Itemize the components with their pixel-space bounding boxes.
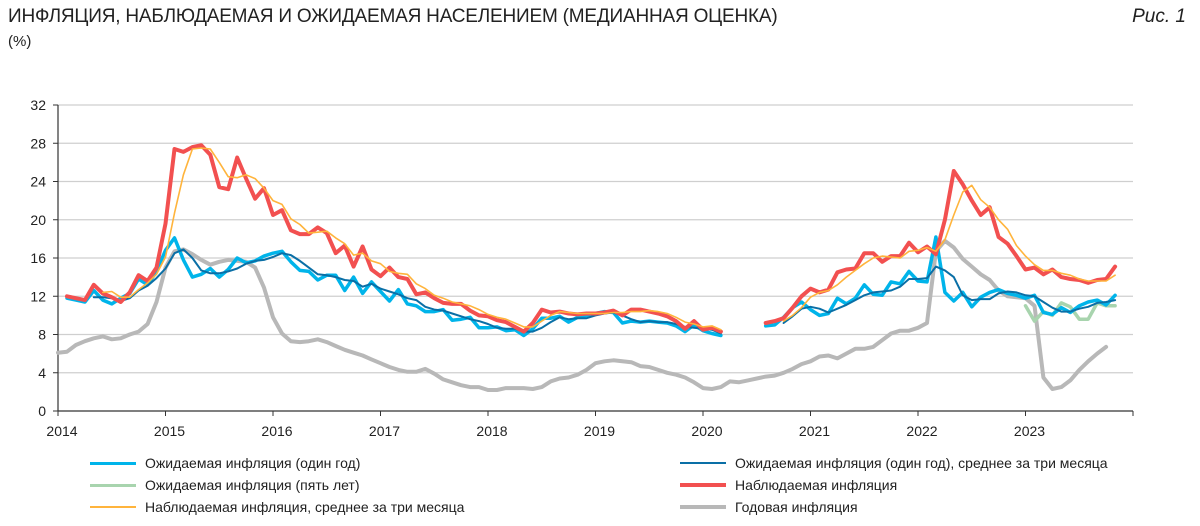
legend-item: Годовая инфляция xyxy=(680,499,858,515)
chart-title: ИНФЛЯЦИЯ, НАБЛЮДАЕМАЯ И ОЖИДАЕМАЯ НАСЕЛЕ… xyxy=(8,6,778,27)
legend-item: Ожидаемая инфляция (один год) xyxy=(90,455,360,471)
legend-label: Ожидаемая инфляция (пять лет) xyxy=(145,477,360,493)
legend-item: Ожидаемая инфляция (пять лет) xyxy=(90,477,360,493)
legend-label: Годовая инфляция xyxy=(735,499,858,515)
y-tick-label: 0 xyxy=(38,403,46,419)
y-tick-label: 24 xyxy=(30,174,46,190)
x-tick-label: 2018 xyxy=(476,423,507,439)
legend-item: Наблюдаемая инфляция xyxy=(680,477,897,493)
legend-swatch xyxy=(90,483,136,487)
legend-item: Наблюдаемая инфляция, среднее за три мес… xyxy=(90,499,464,515)
x-tick-label: 2017 xyxy=(369,423,400,439)
x-tick-label: 2020 xyxy=(691,423,722,439)
x-tick-label: 2019 xyxy=(584,423,615,439)
x-tick-label: 2015 xyxy=(154,423,185,439)
x-tick-label: 2023 xyxy=(1014,423,1045,439)
legend-swatch xyxy=(680,505,726,509)
legend-label: Наблюдаемая инфляция, среднее за три мес… xyxy=(145,499,465,515)
unit-label: (%) xyxy=(8,33,32,50)
legend-item: Ожидаемая инфляция (один год), среднее з… xyxy=(680,455,1108,471)
y-tick-label: 8 xyxy=(38,327,46,343)
y-tick-label: 28 xyxy=(30,135,46,151)
legend-swatch xyxy=(90,506,136,508)
series-line-1 xyxy=(1023,301,1117,323)
y-tick-label: 16 xyxy=(30,250,46,266)
y-tick-label: 32 xyxy=(30,97,46,113)
series-line-4 xyxy=(65,143,1118,334)
legend-swatch xyxy=(90,461,136,465)
x-tick-label: 2016 xyxy=(261,423,292,439)
legend-label: Ожидаемая инфляция (один год), среднее з… xyxy=(735,455,1108,471)
y-tick-label: 12 xyxy=(30,288,46,304)
x-tick-label: 2021 xyxy=(799,423,830,439)
legend-swatch xyxy=(680,462,726,464)
figure-label: Рис. 1 xyxy=(1132,6,1186,27)
legend-label: Ожидаемая инфляция (один год) xyxy=(145,455,361,471)
series-line-5 xyxy=(102,147,1116,331)
series-line-0 xyxy=(56,238,1109,392)
legend-swatch xyxy=(680,483,726,487)
legend-label: Наблюдаемая инфляция xyxy=(735,477,898,493)
y-tick-label: 4 xyxy=(38,365,46,381)
y-tick-label: 20 xyxy=(30,212,46,228)
x-tick-label: 2014 xyxy=(46,423,77,439)
x-tick-label: 2022 xyxy=(906,423,937,439)
